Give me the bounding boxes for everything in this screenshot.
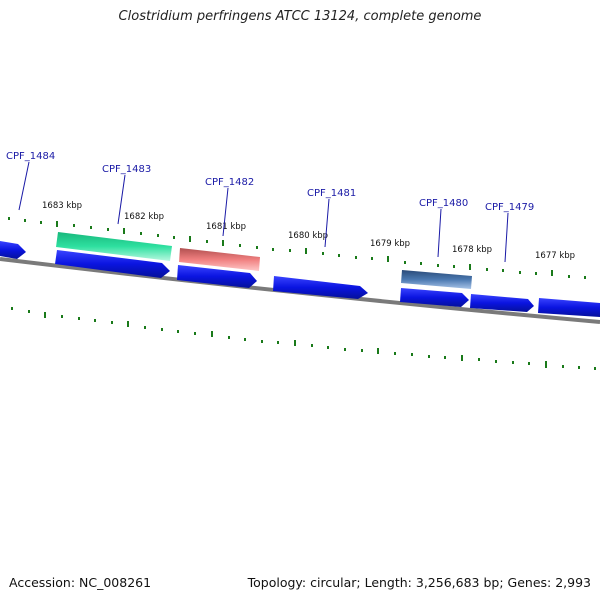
- gene-arrow[interactable]: [273, 276, 368, 299]
- gene-label-CPF_1480[interactable]: CPF_1480: [419, 198, 468, 209]
- kbp-label: 1678 kbp: [452, 245, 492, 255]
- gene-label-CPF_1484[interactable]: CPF_1484: [6, 151, 55, 162]
- genome-title: Clostridium perfringens ATCC 13124, comp…: [118, 9, 482, 24]
- gene-labels: CPF_1484 CPF_1483 CPF_1482 CPF_1481 CPF_…: [6, 151, 534, 213]
- kbp-label: 1677 kbp: [535, 251, 575, 261]
- kbp-label: 1682 kbp: [124, 212, 164, 222]
- kbp-label: 1680 kbp: [288, 231, 328, 241]
- gene-arrow[interactable]: [470, 294, 534, 312]
- gene-arrow[interactable]: [55, 250, 170, 278]
- gene-label-CPF_1482[interactable]: CPF_1482: [205, 177, 254, 188]
- accession-text: Accession: NC_008261: [9, 575, 152, 590]
- gene-CPF_1483-highlight[interactable]: [56, 232, 172, 261]
- kbp-label: 1683 kbp: [42, 201, 82, 211]
- gene-label-CPF_1483[interactable]: CPF_1483: [102, 164, 151, 175]
- label-leader-lines: [18, 161, 509, 263]
- gene-arrow[interactable]: [177, 265, 257, 288]
- genome-summary-text: Topology: circular; Length: 3,256,683 bp…: [247, 575, 591, 590]
- gene-label-CPF_1481[interactable]: CPF_1481: [307, 188, 356, 199]
- kbp-label: 1681 kbp: [206, 222, 246, 232]
- gene-CPF_1482-highlight[interactable]: [179, 248, 260, 271]
- gene-label-CPF_1479[interactable]: CPF_1479: [485, 202, 534, 213]
- kbp-labels: 1683 kbp 1682 kbp 1681 kbp 1680 kbp 1679…: [42, 201, 575, 261]
- gene-arrow[interactable]: [538, 298, 600, 317]
- kbp-label: 1679 kbp: [370, 239, 410, 249]
- gene-arrow[interactable]: [0, 241, 26, 259]
- gene-arrow[interactable]: [400, 288, 469, 307]
- lower-ticks: [11, 307, 596, 370]
- upper-ticks: [8, 217, 586, 279]
- gene-CPF_1480-highlight[interactable]: [401, 270, 472, 289]
